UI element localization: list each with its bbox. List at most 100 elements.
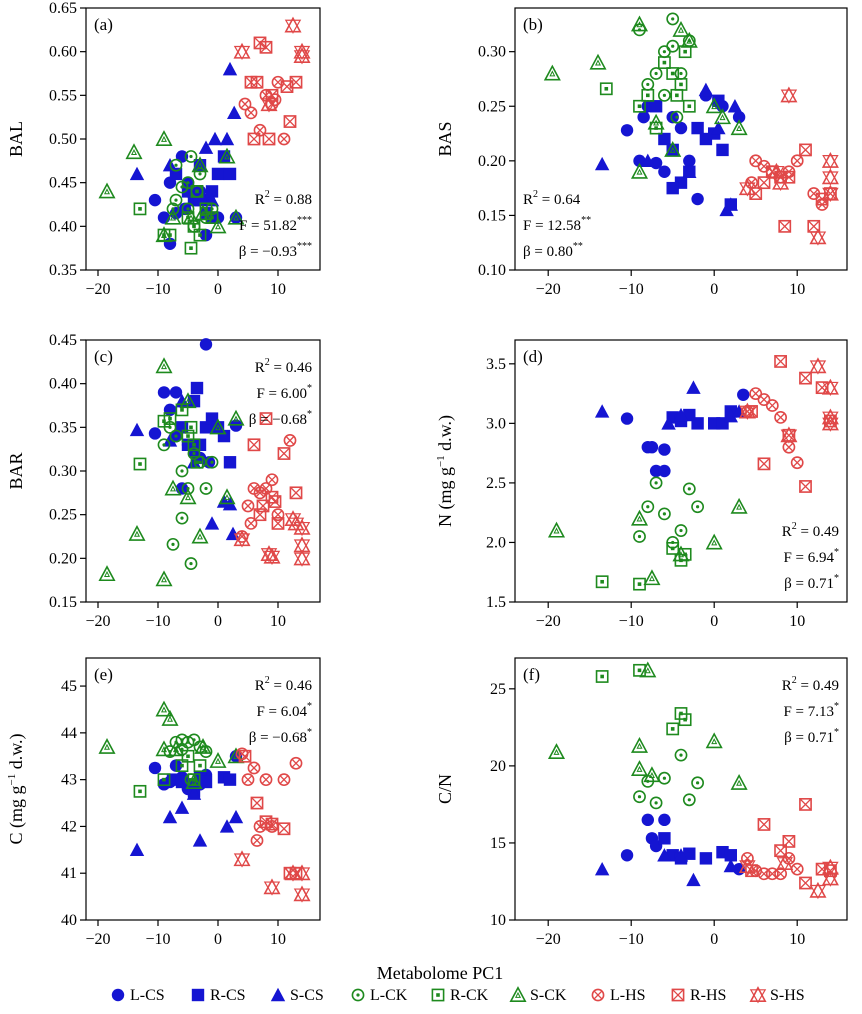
point-s-cs	[723, 858, 738, 873]
point-l-cs	[732, 110, 746, 124]
stat-f: F = 12.58**	[523, 215, 591, 234]
stat-r2: R2 = 0.49	[782, 675, 839, 694]
y-tick-label: 0.15	[478, 207, 506, 224]
stat-f: F = 6.94*	[783, 547, 839, 566]
point-l-ck	[682, 793, 696, 807]
point-s-ck	[680, 31, 698, 48]
point-r-hs	[259, 40, 273, 54]
point-s-cs	[723, 409, 738, 423]
legend-marker-l-hs	[591, 988, 605, 1002]
y-tick-label: 2.5	[486, 475, 506, 492]
y-tick-label: 2.0	[486, 534, 506, 551]
point-s-hs	[809, 228, 827, 246]
point-l-ck	[187, 447, 201, 460]
point-l-cs	[620, 124, 634, 137]
point-s-ck	[713, 108, 732, 125]
y-tick-label: 44	[61, 725, 77, 742]
plot-frame	[514, 657, 848, 921]
shared-x-axis-label: Metabolome PC1	[377, 963, 504, 983]
point-r-hs	[815, 381, 829, 395]
point-l-cs	[658, 443, 671, 456]
point-r-ck	[190, 185, 204, 198]
point-l-hs	[247, 761, 261, 775]
stat-beta: β = −0.93***	[239, 241, 312, 260]
y-tick-label: 0.25	[49, 507, 77, 524]
point-s-ck	[209, 418, 227, 435]
plot-frame	[514, 7, 848, 271]
point-r-ck	[633, 663, 646, 677]
point-l-ck	[666, 39, 680, 53]
point-l-ck	[658, 771, 671, 785]
point-s-ck	[98, 182, 116, 199]
y-tick-label: 0.25	[478, 98, 506, 115]
point-l-hs	[757, 393, 771, 406]
point-l-hs	[774, 867, 787, 881]
point-l-ck	[666, 12, 680, 26]
point-s-hs	[284, 864, 302, 882]
y-tick-label: 10	[490, 912, 506, 929]
point-l-hs	[283, 434, 297, 447]
point-s-ck	[179, 488, 197, 505]
y-tick-label: 0.10	[478, 262, 506, 279]
point-s-hs	[284, 16, 302, 34]
y-axis-label: N (mg g−1 d.w.)	[435, 415, 456, 527]
point-s-cs	[673, 848, 689, 862]
legend-marker-s-ck	[509, 986, 527, 1003]
y-tick-label: 0.35	[49, 262, 77, 279]
stat-r2: R2 = 0.88	[255, 189, 312, 208]
point-r-hs	[253, 508, 267, 522]
point-r-cs	[712, 94, 725, 107]
point-r-hs	[778, 219, 792, 233]
point-l-cs	[163, 403, 177, 417]
point-r-ck	[184, 241, 198, 255]
x-tick-label: −10	[145, 281, 170, 298]
point-s-ck	[705, 732, 723, 749]
point-r-hs	[799, 480, 812, 493]
point-l-hs	[277, 132, 291, 146]
panel-b: −20 −10 0 10 0.10 0.15 0.20 0.25 0.30 BAS (b) R2 = …	[435, 7, 848, 298]
point-l-ck	[674, 67, 688, 80]
point-r-hs	[799, 371, 812, 385]
point-l-cs	[737, 388, 750, 401]
point-l-cs	[691, 192, 704, 206]
point-r-hs	[774, 355, 787, 368]
point-l-cs	[666, 110, 679, 124]
point-s-hs	[780, 426, 798, 444]
point-l-ck	[658, 45, 671, 59]
point-r-ck	[678, 45, 692, 59]
point-s-cs	[661, 416, 676, 430]
panel-letter: (a)	[94, 15, 113, 34]
point-s-ck	[155, 740, 173, 757]
point-l-cs	[199, 338, 213, 351]
point-s-ck	[730, 119, 748, 136]
point-r-cs	[199, 775, 213, 789]
point-s-cs	[698, 82, 714, 97]
point-l-ck	[633, 530, 646, 543]
point-l-cs	[620, 849, 634, 862]
y-tick-label: 0.20	[478, 153, 506, 170]
point-r-hs	[277, 447, 291, 460]
x-tick-label: −20	[85, 931, 110, 948]
x-tick-label: 0	[710, 613, 718, 630]
point-r-cs	[716, 143, 729, 157]
y-tick-label: 45	[61, 678, 77, 695]
point-s-cs	[207, 131, 223, 146]
stat-beta: β = −0.68*	[249, 409, 312, 428]
point-r-ck	[633, 99, 646, 113]
point-s-ck	[639, 661, 657, 678]
point-s-hs	[821, 858, 839, 876]
stat-beta: β = 0.71*	[784, 727, 839, 746]
x-tick-label: −10	[145, 613, 170, 630]
point-l-hs	[259, 773, 273, 787]
y-tick-label: 3.5	[486, 356, 506, 373]
x-tick-label: −10	[619, 613, 644, 630]
point-s-cs	[219, 819, 235, 833]
point-s-ck	[672, 20, 690, 37]
point-r-ck	[193, 759, 207, 773]
point-s-hs	[821, 414, 839, 432]
point-r-hs	[262, 132, 276, 146]
point-l-cs	[674, 121, 688, 135]
point-s-cs	[673, 407, 689, 422]
point-l-ck	[175, 464, 189, 478]
